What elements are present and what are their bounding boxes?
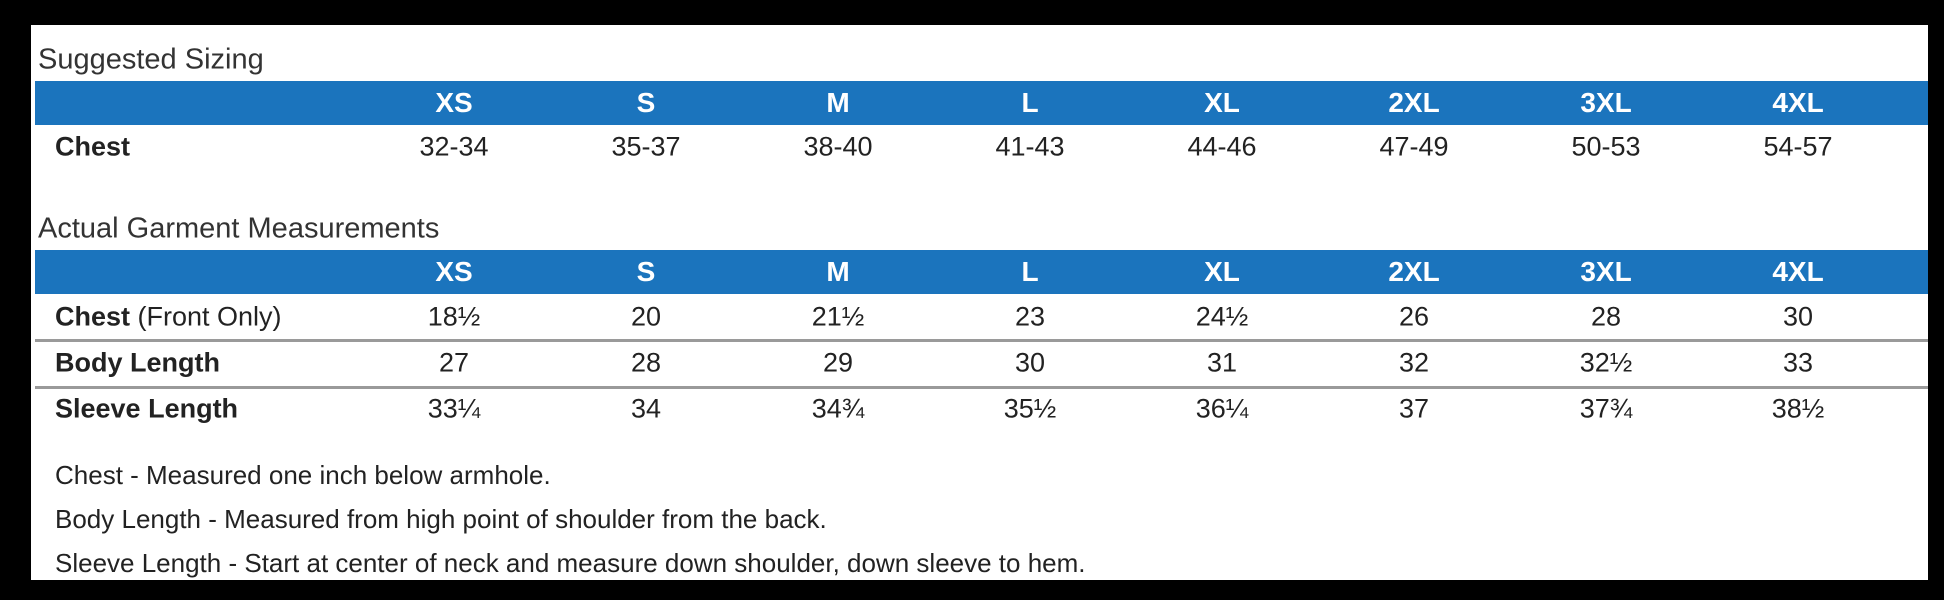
cell: 32 — [1398, 347, 1430, 378]
size-header: M — [826, 256, 850, 287]
size-header: M — [826, 87, 850, 118]
cell: 29 — [822, 347, 854, 378]
cell: 37¾ — [1579, 393, 1633, 424]
size-header: XL — [1204, 256, 1240, 287]
row-separator — [35, 339, 1928, 342]
size-header: S — [636, 256, 656, 287]
header-bar — [35, 250, 1928, 294]
cell: 32½ — [1579, 347, 1633, 378]
note: Chest - Measured one inch below armhole. — [55, 460, 551, 490]
cell: 20 — [630, 301, 662, 332]
size-header: XL — [1204, 87, 1240, 118]
cell: 18½ — [427, 301, 481, 332]
cell: 33 — [1782, 347, 1814, 378]
row-label: Body Length — [55, 347, 220, 378]
size-header: 3XL — [1580, 256, 1632, 287]
table-title: Actual Garment Measurements — [38, 212, 440, 245]
size-header: XS — [435, 87, 473, 118]
note: Sleeve Length - Start at center of neck … — [55, 548, 1086, 578]
cell: 35-37 — [611, 131, 681, 162]
cell: 38-40 — [803, 131, 873, 162]
cell: 54-57 — [1763, 131, 1833, 162]
size-header: L — [1021, 256, 1039, 287]
cell: 34¾ — [811, 393, 865, 424]
cell: 47-49 — [1379, 131, 1449, 162]
cell: 28 — [630, 347, 662, 378]
row-label-group: Chest (Front Only) — [55, 301, 282, 332]
size-header: XS — [435, 256, 473, 287]
cell: 28 — [1590, 301, 1622, 332]
row-label: Chest — [55, 301, 131, 332]
size-header: S — [636, 87, 656, 118]
header-bar — [35, 81, 1928, 125]
size-chart: Suggested Sizing XS S M L XL 2XL 3XL 4XL Chest 32-… — [31, 25, 1928, 580]
size-header: 4XL — [1772, 87, 1824, 118]
cell: 41-43 — [995, 131, 1065, 162]
cell: 21½ — [811, 301, 865, 332]
size-header: 2XL — [1388, 256, 1440, 287]
row-separator — [35, 386, 1928, 389]
size-header: L — [1021, 87, 1039, 118]
cell: 44-46 — [1187, 131, 1257, 162]
note: Body Length - Measured from high point o… — [55, 504, 827, 534]
cell: 36¼ — [1195, 393, 1249, 424]
cell: 23 — [1014, 301, 1046, 332]
size-header: 2XL — [1388, 87, 1440, 118]
cell: 30 — [1014, 347, 1046, 378]
cell: 32-34 — [419, 131, 489, 162]
cell: 31 — [1206, 347, 1238, 378]
cell: 35½ — [1003, 393, 1057, 424]
cell: 37 — [1398, 393, 1430, 424]
cell: 33¼ — [427, 393, 481, 424]
table-title: Suggested Sizing — [38, 43, 264, 76]
cell: 38½ — [1771, 393, 1825, 424]
size-header: 3XL — [1580, 87, 1632, 118]
size-header: 4XL — [1772, 256, 1824, 287]
cell: 26 — [1398, 301, 1430, 332]
cell: 24½ — [1195, 301, 1249, 332]
row-label: Sleeve Length — [55, 393, 239, 424]
row-label: Chest — [55, 131, 131, 162]
row-label-note: (Front Only) — [130, 301, 282, 332]
cell: 34 — [630, 393, 662, 424]
cell: 50-53 — [1571, 131, 1641, 162]
cell: 30 — [1782, 301, 1814, 332]
cell: 27 — [438, 347, 470, 378]
